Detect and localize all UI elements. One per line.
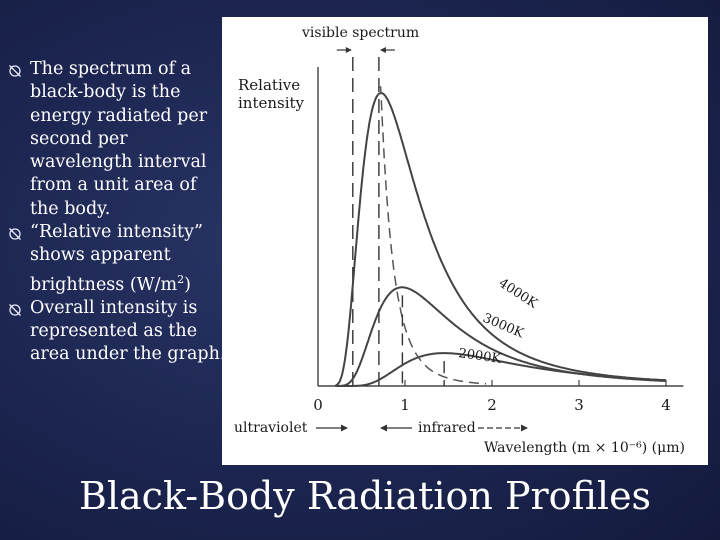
arrow-head-icon [380,424,387,432]
crossed-circle-bullet-icon [8,303,22,317]
infrared-label: infrared [418,420,476,436]
arrow-head-icon [379,47,386,53]
curve-4000k [335,92,666,387]
bullet-text: The spectrum of a black-body is the ener… [30,59,208,219]
curve-3000k [335,286,666,387]
x-tick-label: 3 [574,396,584,414]
y-axis-label: intensity [238,94,305,112]
arrow-head-icon [521,424,528,432]
arrow-head-icon [345,47,352,53]
curve-2000k [335,352,666,387]
bullet-text-end: ) [184,274,191,295]
peak-locus [378,86,487,385]
chart-panel: 0 1 2 3 4 Relative intensity Wavelength (m × 10… [222,17,708,465]
x-tick-label: 2 [487,396,497,414]
bullet-item: The spectrum of a black-body is the ener… [8,58,230,221]
x-tick-label: 1 [400,396,410,414]
series-label: 4000K [496,276,540,312]
bullet-text: Overall intensity is represented as the … [30,297,226,365]
ultraviolet-label: ultraviolet [234,420,308,436]
series-label: 3000K [480,311,526,342]
bullet-list: The spectrum of a black-body is the ener… [8,58,230,367]
x-tick-label: 4 [661,396,671,414]
x-tick-label: 0 [313,396,323,414]
arrow-head-icon [341,424,348,432]
bullet-item: “Relative intensity” shows apparent brig… [8,221,230,297]
y-axis-label: Relative [238,76,300,94]
series-label: 2000K [457,346,502,367]
x-axis-label: Wavelength (m × 10⁻⁶) (μm) [484,440,685,456]
slide-title: Black-Body Radiation Profiles [78,474,652,518]
bullet-item: Overall intensity is represented as the … [8,297,230,367]
bullet-text: “Relative intensity” shows apparent brig… [30,222,203,295]
crossed-circle-bullet-icon [8,227,22,241]
visible-spectrum-label: visible spectrum [301,25,419,41]
bullet-superscript: 2 [177,272,185,286]
crossed-circle-bullet-icon [8,64,22,78]
